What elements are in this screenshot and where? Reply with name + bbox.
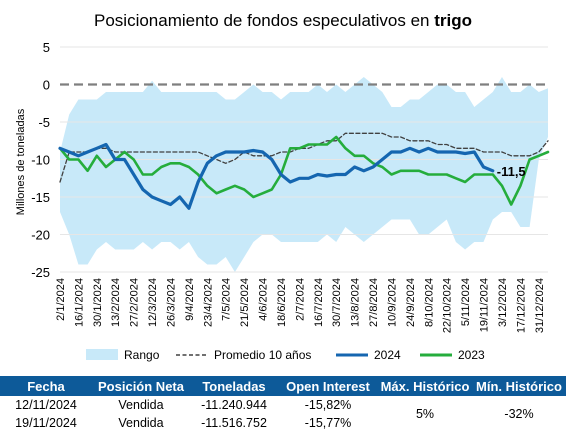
series-2023-line bbox=[58, 135, 550, 206]
header-toneladas: Toneladas bbox=[190, 376, 278, 396]
chart-title-bold: trigo bbox=[434, 11, 472, 30]
x-tick-label: 13/2/2024 bbox=[110, 278, 122, 327]
y-tick-label: -5 bbox=[38, 115, 50, 130]
header-fecha: Fecha bbox=[0, 376, 92, 396]
x-tick-label: 12/3/2024 bbox=[147, 278, 159, 327]
cell-fecha: 19/11/2024 bbox=[15, 416, 77, 430]
cell-toneladas: -11.240.944 bbox=[201, 398, 267, 412]
x-tick-label: 18/6/2024 bbox=[276, 278, 288, 327]
header-open-interest: Open Interest bbox=[278, 376, 378, 396]
cell-open-interest: -15,77% bbox=[304, 416, 352, 430]
x-tick-label: 16/7/2024 bbox=[313, 278, 325, 327]
series-2024 bbox=[58, 142, 495, 210]
legend-label-avg: Promedio 10 años bbox=[214, 348, 311, 362]
cell-open-interest: -15,82% bbox=[304, 398, 352, 412]
x-tick-label: 7/5/2024 bbox=[221, 278, 233, 321]
cell-posicion: Vendida bbox=[118, 416, 164, 430]
x-tick-label: 17/12/2024 bbox=[515, 278, 527, 333]
x-tick-label: 21/5/2024 bbox=[239, 278, 251, 327]
x-tick-label: 4/6/2024 bbox=[258, 278, 270, 321]
x-tick-label: 13/8/2024 bbox=[350, 278, 362, 327]
header-max-historico: Máx. Histórico bbox=[378, 376, 472, 396]
positions-table: Fecha Posición Neta Toneladas Open Inter… bbox=[0, 376, 566, 432]
cell-min-historico: -32% bbox=[504, 407, 534, 421]
x-tick-label: 8/10/2024 bbox=[423, 278, 435, 327]
legend-label-range: Rango bbox=[124, 348, 160, 362]
x-tick-label: 27/2/2024 bbox=[129, 278, 141, 327]
wheat-positioning-chart: Posicionamiento de fondos especulativos … bbox=[15, 11, 550, 362]
y-axis-label: Millones de toneladas bbox=[15, 108, 27, 215]
x-tick-label: 22/10/2024 bbox=[442, 278, 454, 333]
header-min-historico: Mín. Histórico bbox=[472, 376, 566, 396]
y-tick-label: -25 bbox=[31, 265, 50, 280]
header-posicion-neta: Posición Neta bbox=[92, 376, 190, 396]
x-tick-label: 10/9/2024 bbox=[387, 278, 399, 327]
x-tick-label: 23/4/2024 bbox=[202, 278, 214, 327]
series-2023 bbox=[58, 135, 550, 206]
y-tick-label: 0 bbox=[43, 78, 50, 93]
legend-label-s2024: 2024 bbox=[374, 348, 401, 362]
average-10y-line bbox=[59, 132, 549, 183]
x-tick-label: 2/7/2024 bbox=[294, 278, 306, 321]
x-tick-label: 30/1/2024 bbox=[92, 278, 104, 327]
legend-swatch-range bbox=[86, 349, 118, 360]
table-row: 12/11/2024 Vendida -11.240.944 -15,82% 5… bbox=[0, 396, 566, 421]
y-tick-label: -10 bbox=[31, 153, 50, 168]
legend-label-s2023: 2023 bbox=[458, 348, 485, 362]
y-tick-labels: 5 0 -5 -10 -15 -20 -25 bbox=[31, 40, 50, 280]
average-10y-series bbox=[59, 132, 549, 183]
table-row: 19/11/2024 Vendida -11.516.752 -15,77% bbox=[0, 414, 566, 432]
x-tick-label: 2/1/2024 bbox=[55, 278, 67, 321]
x-tick-label: 9/4/2024 bbox=[184, 278, 196, 321]
series-2024-line bbox=[58, 142, 495, 210]
x-tick-label: 31/12/2024 bbox=[534, 278, 546, 333]
legend: Rango Promedio 10 años 2024 2023 bbox=[86, 348, 485, 362]
y-tick-label: -15 bbox=[31, 190, 50, 205]
table-header-row: Fecha Posición Neta Toneladas Open Inter… bbox=[0, 376, 566, 396]
end-value-label: -11,5 bbox=[497, 164, 526, 179]
x-tick-label: 27/8/2024 bbox=[368, 278, 380, 327]
cell-max-historico: 5% bbox=[415, 407, 435, 421]
x-tick-label: 5/11/2024 bbox=[460, 278, 472, 326]
x-tick-labels: 2/1/2024 16/1/2024 30/1/2024 13/2/2024 27/2/… bbox=[55, 278, 546, 333]
gridlines bbox=[60, 46, 548, 273]
cell-posicion: Vendida bbox=[118, 398, 164, 412]
x-tick-label: 16/1/2024 bbox=[73, 278, 85, 327]
x-tick-label: 30/7/2024 bbox=[331, 278, 343, 327]
chart-title-prefix: Posicionamiento de fondos especulativos … bbox=[94, 11, 434, 30]
y-tick-label: 5 bbox=[43, 40, 50, 55]
range-area bbox=[60, 77, 548, 272]
x-tick-label: 24/9/2024 bbox=[405, 278, 417, 327]
x-tick-label: 3/12/2024 bbox=[497, 278, 509, 327]
y-tick-label: -20 bbox=[31, 228, 50, 243]
range-band bbox=[60, 77, 548, 272]
chart-title: Posicionamiento de fondos especulativos … bbox=[94, 11, 472, 30]
cell-fecha: 12/11/2024 bbox=[15, 398, 77, 412]
x-tick-label: 26/3/2024 bbox=[166, 278, 178, 327]
x-tick-label: 19/11/2024 bbox=[479, 278, 491, 332]
cell-toneladas: -11.516.752 bbox=[201, 416, 267, 430]
